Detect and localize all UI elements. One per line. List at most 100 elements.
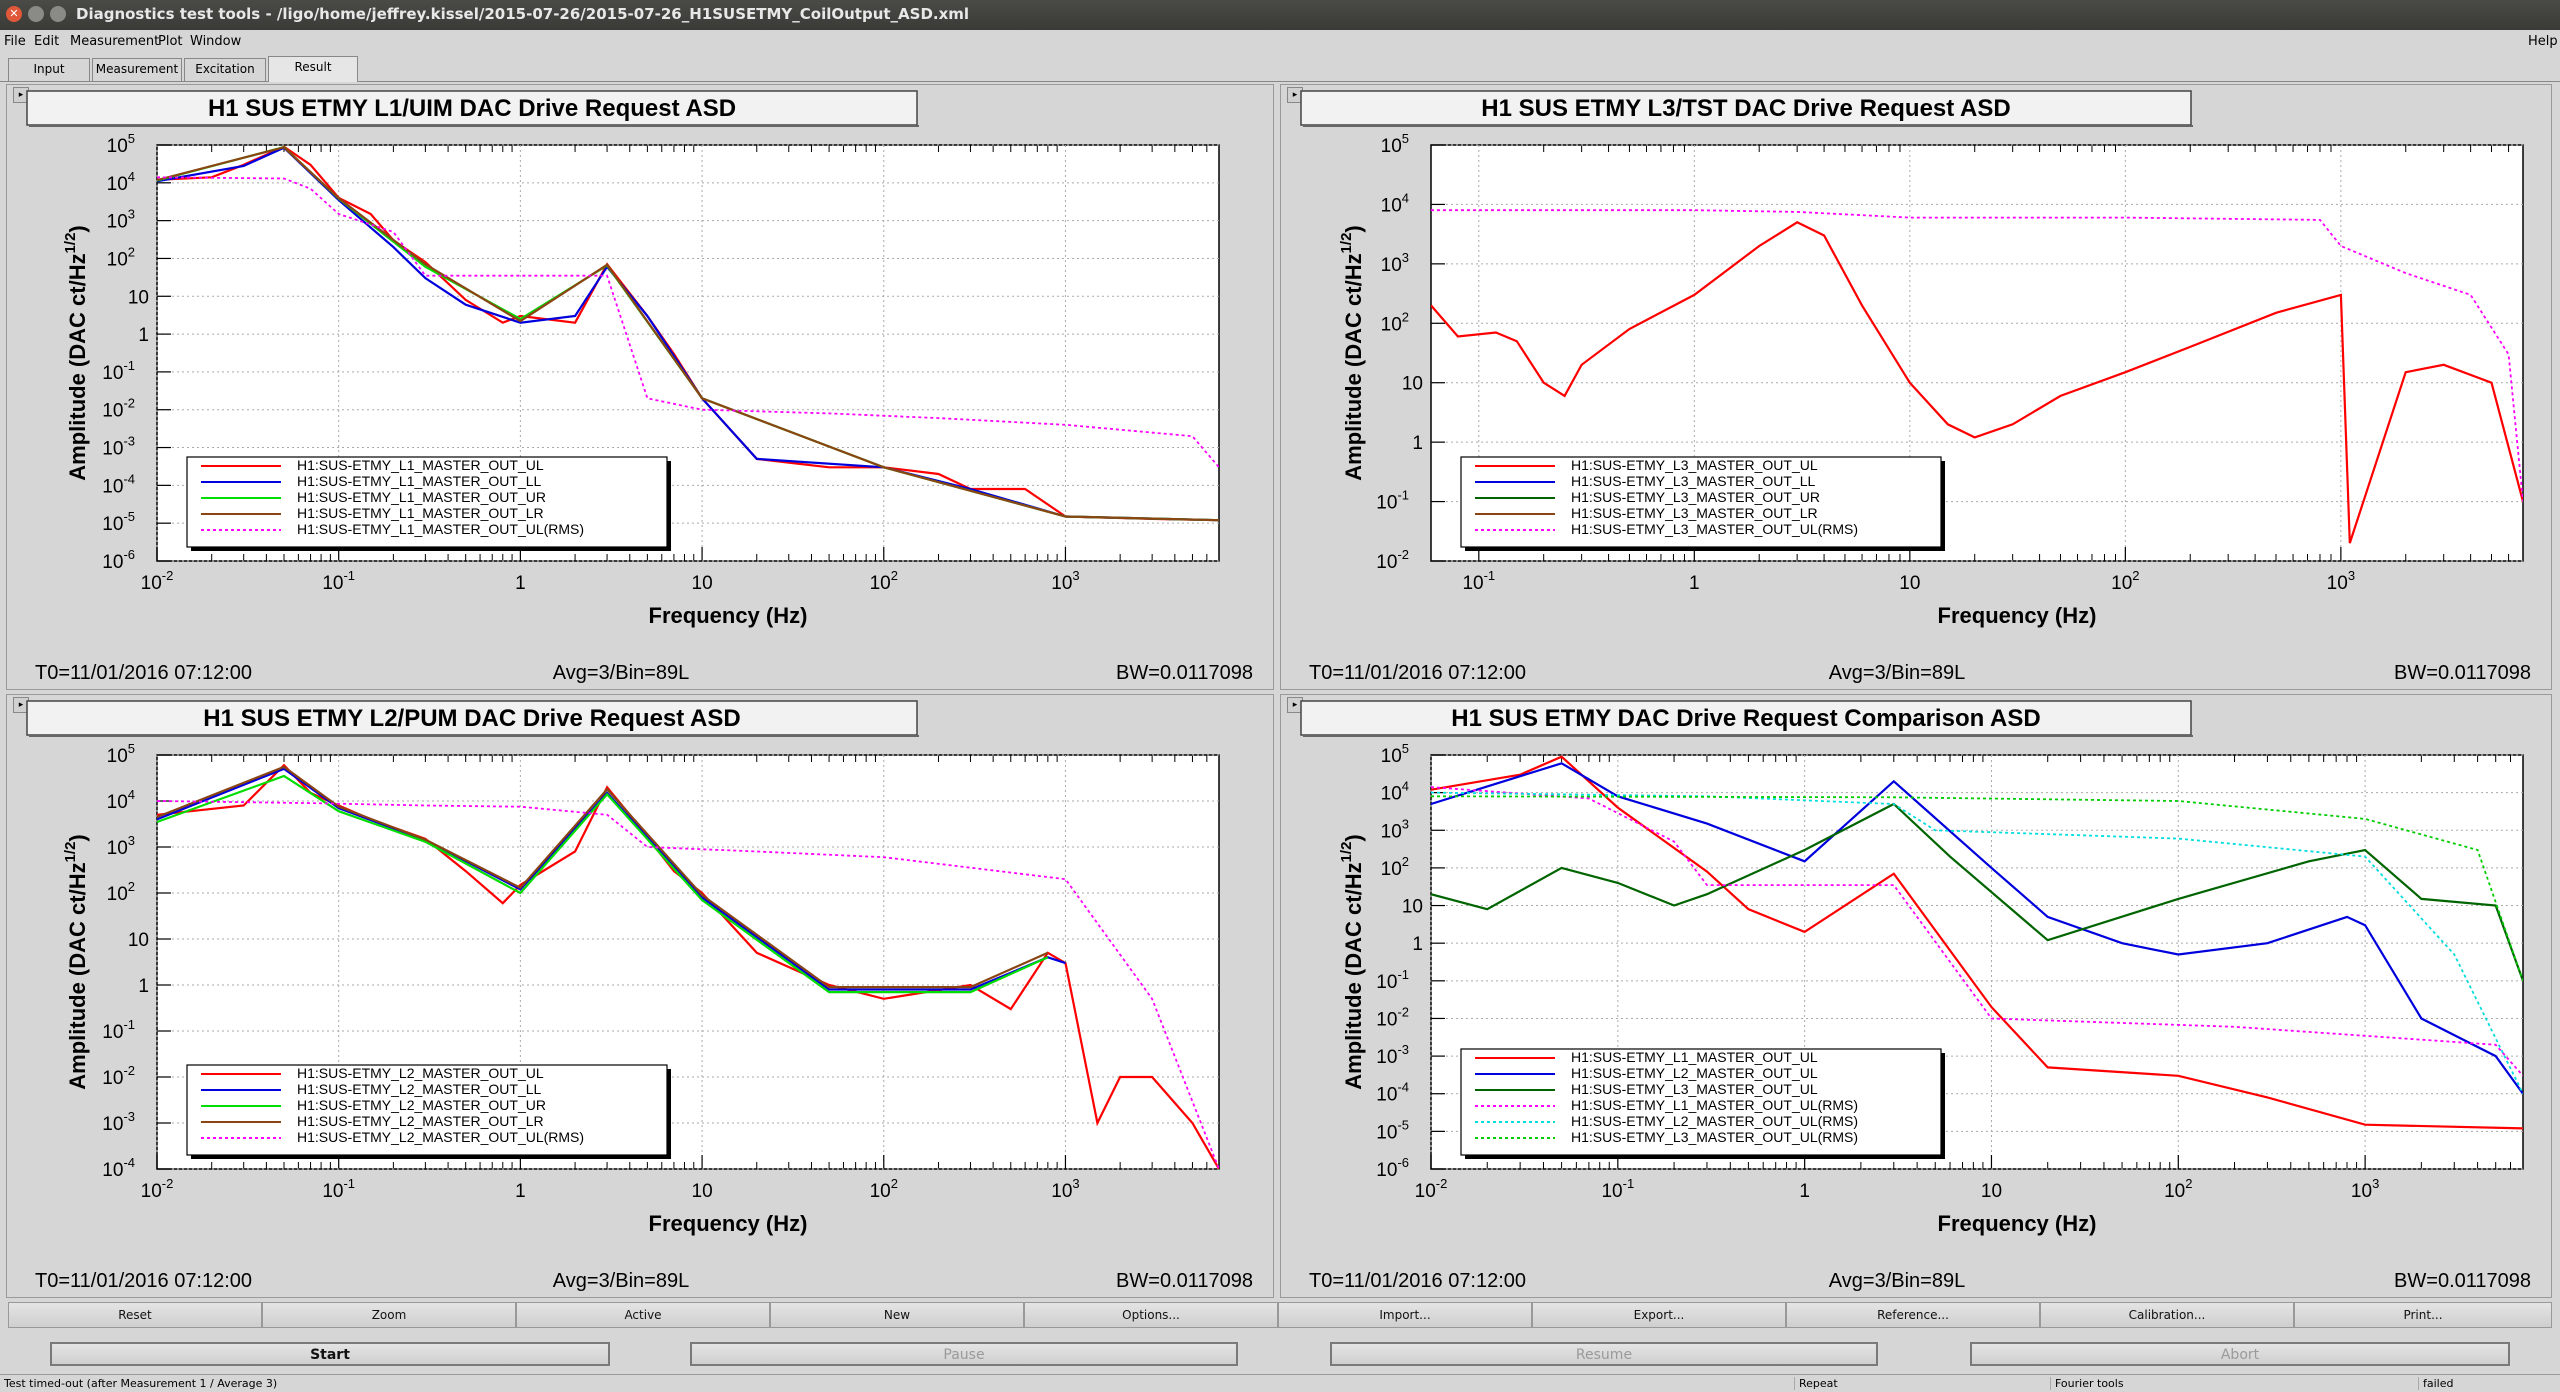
y-axis-label: Amplitude (DAC ct/Hz1/2) <box>62 834 90 1090</box>
legend-entry: H1:SUS-ETMY_L3_MASTER_OUT_LL <box>1571 473 1816 489</box>
chart-title-shadow <box>29 735 919 737</box>
y-tick-exponent: -6 <box>123 547 135 562</box>
menu-window[interactable]: Window <box>190 34 242 49</box>
menu-plot[interactable]: Plot <box>158 34 183 49</box>
y-tick-exponent: -2 <box>1397 1004 1409 1019</box>
abort-button[interactable]: Abort <box>1970 1342 2510 1366</box>
x-tick-label: 10 <box>692 573 713 594</box>
footer-bw: BW=0.0117098 <box>2394 1270 2531 1292</box>
maximize-icon[interactable] <box>50 6 66 22</box>
y-tick-label: 10-3 <box>1376 1042 1409 1068</box>
y-tick-label: 104 <box>1381 779 1409 805</box>
y-tick-exponent: -2 <box>123 1063 135 1078</box>
footer-bw: BW=0.0117098 <box>1116 1270 1253 1292</box>
x-tick-exponent: 2 <box>2185 1176 2192 1191</box>
y-tick-exponent: 5 <box>128 741 135 756</box>
y-tick-label: 102 <box>1381 309 1409 335</box>
legend-box <box>186 1064 668 1156</box>
menu-measurement[interactable]: Measurement <box>70 34 160 49</box>
menu-help[interactable]: Help <box>2528 34 2558 49</box>
chart-title-shadow <box>1303 125 2193 127</box>
menu-file[interactable]: File <box>4 34 26 49</box>
x-axis-label: Frequency (Hz) <box>1938 603 2097 628</box>
x-tick-exponent: -1 <box>343 1176 355 1191</box>
y-tick-label: 105 <box>107 741 135 767</box>
series-line <box>1431 755 2523 1130</box>
series-line <box>157 774 1049 994</box>
status-fourier: Fourier tools <box>2050 1377 2124 1390</box>
x-tick-exponent: -1 <box>1484 568 1496 583</box>
y-tick-exponent: -4 <box>123 471 135 486</box>
chart-title-shadow <box>1303 735 2193 737</box>
y-tick-exponent: 4 <box>1402 190 1409 205</box>
chart-title: H1 SUS ETMY DAC Drive Request Comparison… <box>1451 705 2040 732</box>
menu-edit[interactable]: Edit <box>34 34 60 49</box>
tab-measurement[interactable]: Measurement <box>92 58 182 81</box>
series-line <box>1431 795 2523 982</box>
footer-t0: T0=11/01/2016 07:12:00 <box>35 1270 252 1292</box>
legend-entry: H1:SUS-ETMY_L1_MASTER_OUT_LR <box>297 505 544 521</box>
window-title: Diagnostics test tools - /ligo/home/jeff… <box>76 5 970 23</box>
import-button[interactable]: Import... <box>1278 1302 1532 1328</box>
chart-l2-pum: H1 SUS ETMY L2/PUM DAC Drive Request ASD… <box>26 700 1253 1292</box>
x-axis-label: Frequency (Hz) <box>649 603 808 628</box>
pause-button[interactable]: Pause <box>690 1342 1238 1366</box>
active-button[interactable]: Active <box>516 1302 770 1328</box>
x-tick-label: 102 <box>870 1176 898 1202</box>
legend-box <box>1460 456 1942 548</box>
x-tick-exponent: -2 <box>162 568 174 583</box>
x-axis-label: Frequency (Hz) <box>1938 1211 2097 1236</box>
tab-input[interactable]: Input <box>8 58 90 81</box>
y-tick-exponent: 4 <box>128 787 135 802</box>
x-tick-exponent: 2 <box>891 1176 898 1191</box>
start-button[interactable]: Start <box>50 1342 610 1366</box>
plot-pad-comparison[interactable]: ▸ H1 SUS ETMY DAC Drive Request Comparis… <box>1280 694 2552 1298</box>
legend-entry: H1:SUS-ETMY_L3_MASTER_OUT_UR <box>1571 489 1820 505</box>
x-tick-exponent: 3 <box>1072 1176 1079 1191</box>
x-tick-label: 1 <box>1689 573 1700 594</box>
footer-t0: T0=11/01/2016 07:12:00 <box>35 662 252 684</box>
x-tick-exponent: 2 <box>891 568 898 583</box>
y-tick-label: 1 <box>1412 433 1423 454</box>
legend-entry: H1:SUS-ETMY_L3_MASTER_OUT_UL <box>1571 457 1818 473</box>
y-tick-label: 102 <box>1381 854 1409 880</box>
zoom-button[interactable]: Zoom <box>262 1302 516 1328</box>
tab-result[interactable]: Result <box>268 56 358 82</box>
y-tick-label: 10-5 <box>102 509 135 535</box>
y-tick-exponent: -5 <box>1397 1117 1409 1132</box>
close-icon[interactable]: ✕ <box>6 6 22 22</box>
options-button[interactable]: Options... <box>1024 1302 1278 1328</box>
reference-button[interactable]: Reference... <box>1786 1302 2040 1328</box>
reset-button[interactable]: Reset <box>8 1302 262 1328</box>
status-repeat: Repeat <box>1794 1377 1838 1390</box>
y-axis-label-sup: 1/2 <box>62 233 79 254</box>
chart-title-box <box>1300 700 2192 736</box>
plot-pad-l1[interactable]: ▸ H1 SUS ETMY L1/UIM DAC Drive Request A… <box>6 84 1274 690</box>
y-tick-label: 10-2 <box>102 396 135 422</box>
x-tick-label: 1 <box>515 573 526 594</box>
y-tick-label: 10 <box>1402 374 1423 395</box>
x-tick-label: 103 <box>1051 568 1079 594</box>
x-tick-label: 10-1 <box>322 1176 355 1202</box>
legend-entry: H1:SUS-ETMY_L3_MASTER_OUT_UL(RMS) <box>1571 521 1858 537</box>
y-tick-exponent: -1 <box>1397 967 1409 982</box>
y-axis-label-end: ) <box>65 834 90 841</box>
resume-button[interactable]: Resume <box>1330 1342 1878 1366</box>
y-tick-label: 10-3 <box>102 1109 135 1135</box>
plot-pad-l3[interactable]: ▸ H1 SUS ETMY L3/TST DAC Drive Request A… <box>1280 84 2552 690</box>
new-button[interactable]: New <box>770 1302 1024 1328</box>
status-bar: Test timed-out (after Measurement 1 / Av… <box>0 1374 2560 1392</box>
calibration-button[interactable]: Calibration... <box>2040 1302 2294 1328</box>
y-tick-exponent: 4 <box>128 169 135 184</box>
plot-pad-l2[interactable]: ▸ H1 SUS ETMY L2/PUM DAC Drive Request A… <box>6 694 1274 1298</box>
footer-avg: Avg=3/Bin=89L <box>1829 662 1965 684</box>
minimize-icon[interactable] <box>28 6 44 22</box>
x-tick-exponent: -2 <box>1436 1176 1448 1191</box>
tab-excitation[interactable]: Excitation <box>184 58 266 81</box>
y-axis-label-group: Amplitude (DAC ct/Hz1/2) <box>1338 834 1366 1090</box>
chart-title-shadow <box>29 125 919 127</box>
export-button[interactable]: Export... <box>1532 1302 1786 1328</box>
y-tick-label: 103 <box>107 207 135 233</box>
print-button[interactable]: Print... <box>2294 1302 2552 1328</box>
y-tick-exponent: 5 <box>1402 741 1409 756</box>
